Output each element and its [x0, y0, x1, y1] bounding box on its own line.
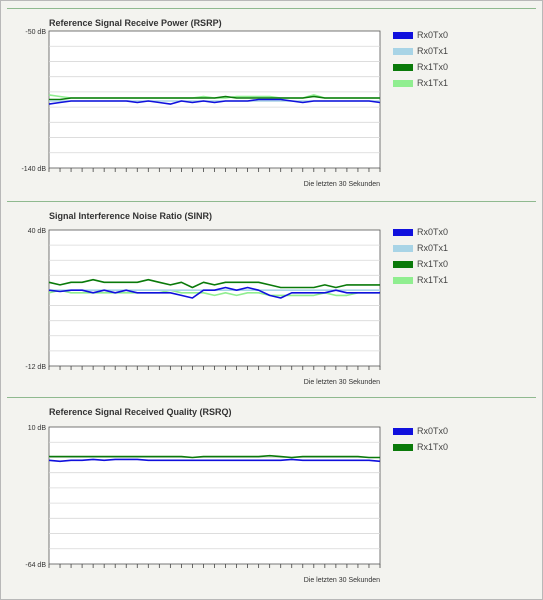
legend-label: Rx1Tx0: [417, 442, 449, 452]
series-line-rx0tx0: [48, 458, 381, 463]
series-line-rx1tx0: [49, 454, 380, 459]
panel-divider: [7, 8, 536, 9]
legend-swatch: [393, 229, 413, 236]
legend-label: Rx0Tx1: [417, 46, 449, 56]
legend-swatch: [393, 32, 413, 39]
legend-label: Rx1Tx0: [417, 62, 449, 72]
legend-label: Rx1Tx1: [417, 275, 449, 285]
panel-divider: [7, 201, 536, 202]
chart-title: Signal Interference Noise Ratio (SINR): [49, 211, 213, 221]
legend-swatch: [393, 277, 413, 284]
chart-title: Reference Signal Received Quality (RSRQ): [49, 407, 232, 417]
plot-area: [48, 426, 381, 565]
legend-swatch: [393, 261, 413, 268]
series-line-rx1tx0: [48, 278, 380, 289]
legend-label: Rx1Tx1: [417, 78, 449, 88]
series-line-rx0tx0: [48, 286, 380, 299]
panel-divider: [7, 397, 536, 398]
legend-label: Rx1Tx0: [417, 259, 449, 269]
x-axis-label: Die letzten 30 Sekunden: [304, 181, 380, 188]
rsrp-panel: Reference Signal Receive Power (RSRP) -5…: [0, 8, 543, 198]
legend-swatch: [393, 64, 413, 71]
x-axis-label: Die letzten 30 Sekunden: [304, 379, 380, 386]
x-axis-label: Die letzten 30 Sekunden: [304, 577, 380, 584]
y-min-label: -64 dB: [25, 562, 46, 569]
y-max-label: -50 dB: [25, 29, 46, 36]
legend-label: Rx0Tx0: [417, 426, 449, 436]
rsrp-plot: -50 dB -140 dB Die letzten 30 Sekunden: [21, 29, 381, 188]
legend-swatch: [393, 245, 413, 252]
plot-area: [48, 30, 381, 169]
rsrq-plot: 10 dB -64 dB Die letzten 30 Sekunden: [25, 425, 381, 584]
chart-title: Reference Signal Receive Power (RSRP): [49, 18, 222, 28]
y-min-label: -140 dB: [21, 166, 46, 173]
legend-swatch: [393, 444, 413, 451]
y-max-label: 40 dB: [28, 228, 47, 235]
series-line-rx0tx0: [48, 98, 381, 105]
legend-swatch: [393, 48, 413, 55]
legend-label: Rx0Tx0: [417, 227, 449, 237]
legend-label: Rx0Tx1: [417, 243, 449, 253]
y-min-label: -12 dB: [25, 364, 46, 371]
rsrq-panel: Reference Signal Received Quality (RSRQ)…: [0, 397, 543, 592]
y-max-label: 10 dB: [28, 425, 47, 432]
legend-label: Rx0Tx0: [417, 30, 449, 40]
plot-area: [48, 229, 381, 367]
sinr-plot: 40 dB -12 dB Die letzten 30 Sekunden: [25, 228, 381, 386]
series-line-rx1tx0: [49, 95, 380, 101]
sinr-panel: Signal Interference Noise Ratio (SINR) 4…: [0, 201, 543, 391]
legend-swatch: [393, 428, 413, 435]
legend-swatch: [393, 80, 413, 87]
